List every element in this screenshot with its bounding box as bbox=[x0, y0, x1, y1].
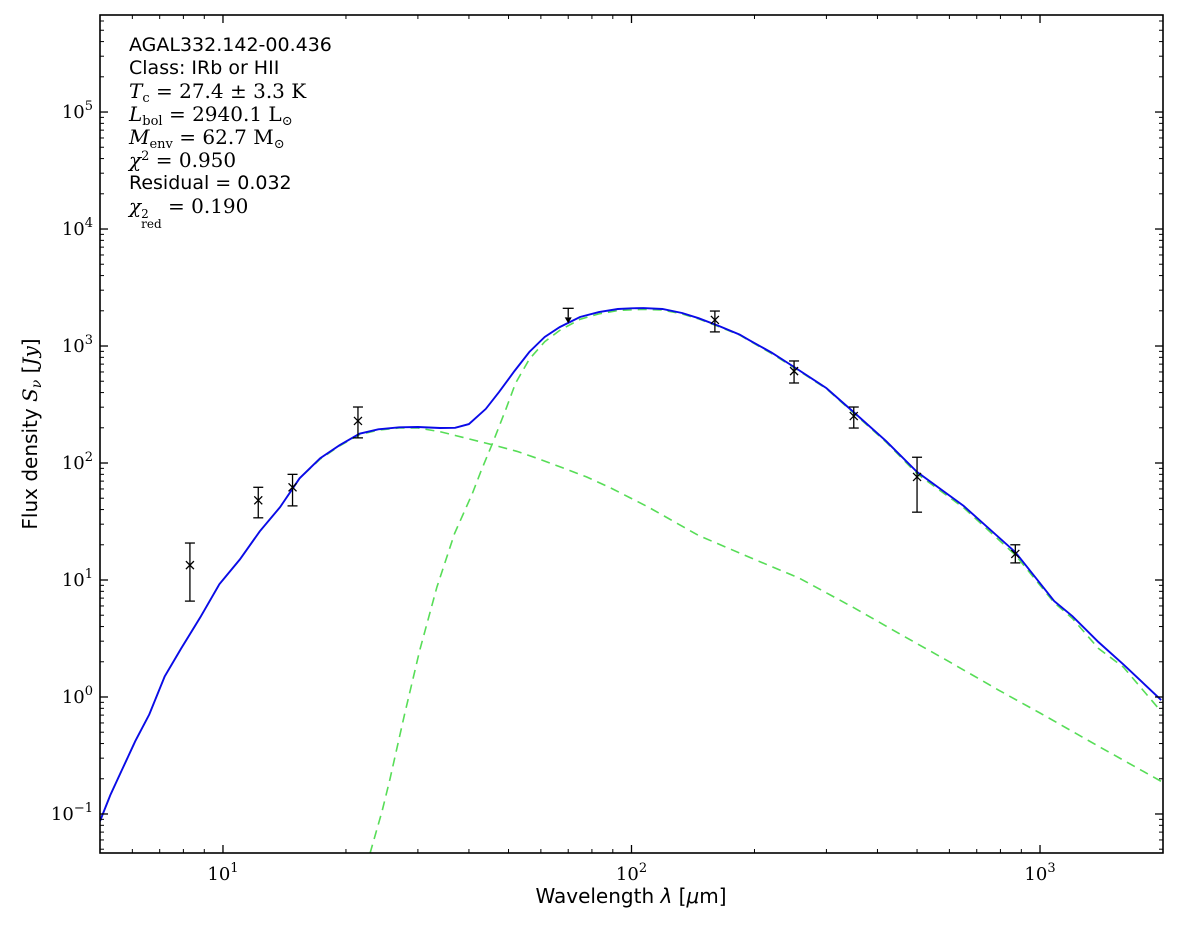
x-marker bbox=[353, 416, 363, 426]
y-tick-label: 103 bbox=[62, 333, 93, 357]
annotation-bolometric-luminosity: Lbol = 2940.1 L⊙ bbox=[129, 102, 293, 130]
annotation-source-name: AGAL332.142-00.436 bbox=[129, 34, 332, 56]
upper-limit-marker bbox=[562, 307, 574, 324]
data-point bbox=[253, 486, 264, 519]
tick-labels: 101 102 103 105 104 103 102 101 100 10−1 bbox=[51, 99, 1056, 885]
annotation-source-class: Class: IRb or HII bbox=[129, 57, 280, 79]
data-point bbox=[789, 360, 800, 384]
x-marker bbox=[849, 411, 859, 421]
cold-component-curve bbox=[369, 308, 1162, 853]
fit-parameters-annotation: AGAL332.142-00.436 Class: IRb or HII Tc = … bbox=[129, 34, 332, 231]
data-point bbox=[287, 473, 298, 507]
annotation-residual: Residual = 0.032 bbox=[129, 172, 292, 194]
y-tick-label: 104 bbox=[62, 216, 93, 240]
x-marker bbox=[253, 495, 263, 505]
annotation-envelope-mass: Menv = 62.7 M⊙ bbox=[129, 125, 285, 153]
superscript-subscript-stack: 2 red bbox=[141, 207, 162, 231]
y-axis-label: Flux density Sν [Jy] bbox=[18, 338, 45, 530]
y-tick-label: 101 bbox=[62, 567, 93, 591]
annotation-chi-squared: χ2 = 0.950 bbox=[129, 148, 237, 172]
annotation-chi-squared-reduced: χ 2 red = 0.190 bbox=[129, 194, 249, 231]
y-tick-label: 105 bbox=[62, 99, 93, 123]
x-axis-label: Wavelength λ [μm] bbox=[535, 884, 727, 908]
model-curves bbox=[100, 307, 1162, 853]
data-point bbox=[352, 406, 363, 439]
x-tick-label: 101 bbox=[207, 861, 238, 885]
y-tick-label: 102 bbox=[62, 450, 93, 474]
x-marker bbox=[912, 472, 922, 482]
x-marker bbox=[185, 560, 195, 570]
x-tick-label: 103 bbox=[1024, 861, 1055, 885]
x-tick-label: 102 bbox=[616, 861, 647, 885]
x-marker bbox=[288, 482, 297, 492]
total-fit-curve bbox=[100, 307, 1162, 822]
y-tick-label: 100 bbox=[62, 684, 93, 708]
data-point bbox=[184, 542, 195, 602]
data-point bbox=[912, 456, 923, 513]
data-point bbox=[848, 406, 859, 429]
photometry-points bbox=[184, 307, 1021, 602]
axes-frame bbox=[99, 14, 1164, 854]
annotation-dust-temperature: Tc = 27.4 ± 3.3 K bbox=[129, 79, 307, 107]
x-marker bbox=[710, 315, 720, 325]
data-point bbox=[1010, 544, 1021, 564]
x-marker bbox=[1010, 549, 1020, 559]
data-point bbox=[709, 310, 720, 333]
x-marker bbox=[789, 366, 799, 376]
y-tick-label: 10−1 bbox=[51, 801, 93, 825]
